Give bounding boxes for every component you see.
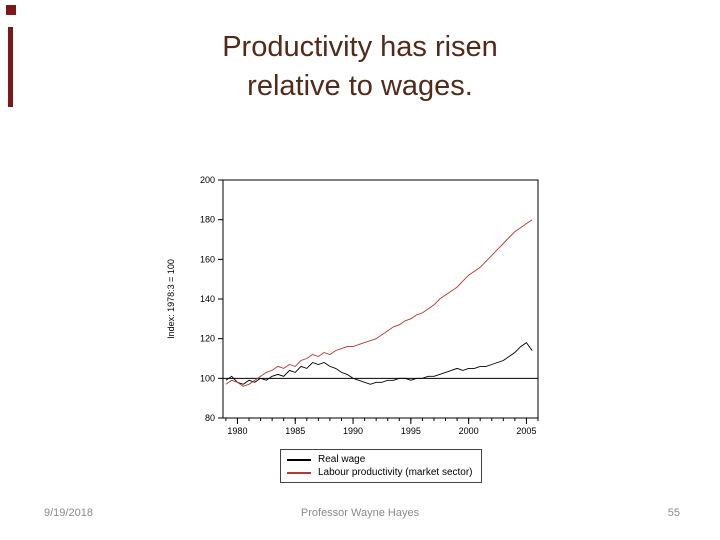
svg-text:1995: 1995 — [401, 426, 421, 436]
legend-swatch — [287, 458, 311, 461]
svg-text:1980: 1980 — [227, 426, 247, 436]
svg-text:Index: 1978:3 = 100: Index: 1978:3 = 100 — [166, 259, 176, 339]
svg-text:1985: 1985 — [285, 426, 305, 436]
svg-text:200: 200 — [200, 175, 215, 185]
svg-text:2000: 2000 — [459, 426, 479, 436]
svg-text:2005: 2005 — [516, 426, 536, 436]
footer-author: Professor Wayne Hayes — [300, 507, 420, 519]
svg-text:160: 160 — [200, 254, 215, 264]
chart-legend: Real wage Labour productivity (market se… — [280, 449, 482, 483]
productivity-wages-chart: 80 100 120 140 160 180 200 1980 1985 1990 1995 2000… — [160, 172, 550, 442]
page-title-text: Productivity has risen relative to wages… — [222, 31, 498, 102]
svg-text:180: 180 — [200, 215, 215, 225]
slide-footer: 9/19/2018 Professor Wayne Hayes 55 — [0, 507, 720, 527]
svg-text:120: 120 — [200, 334, 215, 344]
svg-text:80: 80 — [205, 413, 215, 423]
accent-bar-decoration — [8, 27, 13, 107]
legend-swatch — [287, 471, 311, 474]
footer-page-number: 55 — [667, 507, 680, 519]
accent-square-decoration — [6, 5, 16, 15]
svg-text:100: 100 — [200, 373, 215, 383]
legend-item: Real wage — [287, 453, 473, 466]
svg-text:140: 140 — [200, 294, 215, 304]
footer-date: 9/19/2018 — [44, 507, 93, 519]
legend-label: Real wage — [318, 454, 366, 465]
legend-label: Labour productivity (market sector) — [318, 467, 473, 478]
chart-canvas: 80 100 120 140 160 180 200 1980 1985 1990 1995 2000… — [166, 175, 539, 436]
svg-text:1990: 1990 — [343, 426, 363, 436]
legend-item: Labour productivity (market sector) — [287, 466, 473, 479]
page-title: Productivity has risen relative to wages… — [0, 28, 720, 106]
